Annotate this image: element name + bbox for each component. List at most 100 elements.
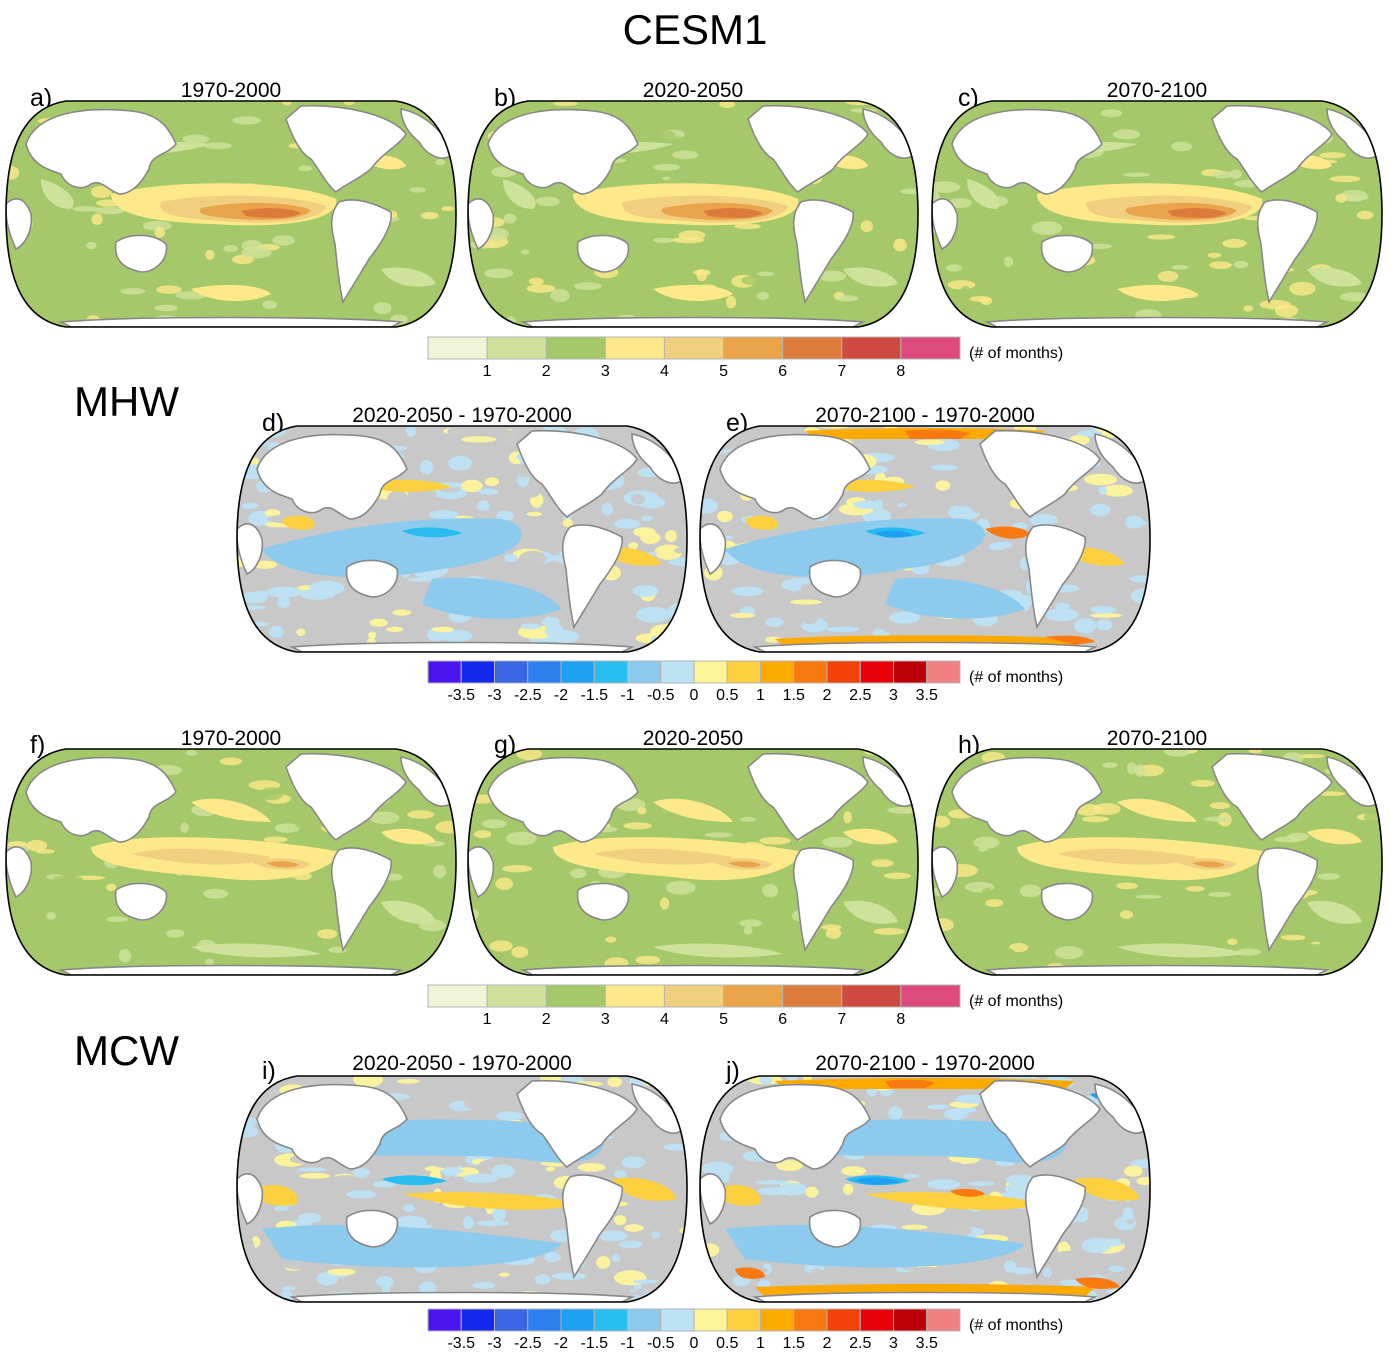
field-patch <box>880 1266 898 1278</box>
field-patch <box>1226 938 1238 945</box>
field-patch <box>428 1152 464 1169</box>
field-patch <box>496 510 515 521</box>
field-patch <box>241 502 259 510</box>
panel-title-d: 2020-2050 - 1970-2000 <box>352 404 572 427</box>
field-patch <box>397 300 418 306</box>
north-america-land <box>747 752 869 842</box>
field-patch <box>672 150 699 160</box>
field-patch <box>520 623 542 630</box>
field-patch <box>56 859 88 866</box>
panel-letter-c: c) <box>958 84 979 112</box>
field-patch <box>700 498 718 514</box>
field-patch <box>860 220 874 233</box>
field-contour <box>843 267 898 287</box>
colorbar-swatch <box>841 984 902 1008</box>
field-patch <box>1281 270 1312 284</box>
colorbar-tick-label: 1 <box>482 1011 492 1028</box>
field-patch <box>118 948 132 963</box>
field-patch <box>1012 1267 1034 1275</box>
field-patch <box>785 577 802 592</box>
field-patch <box>1209 802 1230 810</box>
field-patch <box>1073 618 1097 634</box>
field-patch <box>188 264 203 278</box>
colorbar-swatch <box>593 660 628 684</box>
colorbar-swatch <box>663 336 725 360</box>
field-patch <box>1054 1250 1081 1262</box>
field-patch <box>521 571 535 584</box>
field-patch <box>969 295 991 302</box>
colorbar-swatch <box>494 1308 529 1332</box>
field-patch <box>783 1262 800 1270</box>
field-patch <box>821 924 842 931</box>
africa-land <box>237 523 264 576</box>
field-patch <box>932 283 942 297</box>
field-patch <box>632 527 656 537</box>
figure-title: CESM1 <box>622 6 768 53</box>
field-contour <box>1307 900 1362 924</box>
field-patch <box>474 165 489 173</box>
colorbar-tick-label: 8 <box>896 1011 906 1028</box>
field-patch <box>490 1093 522 1103</box>
field-patch <box>372 1180 397 1188</box>
south-america-land <box>1256 199 1318 305</box>
field-patch <box>755 1180 789 1185</box>
field-patch <box>1333 810 1360 818</box>
map-outline <box>467 748 919 976</box>
field-patch <box>392 609 412 616</box>
colorbar-swatch <box>841 336 902 360</box>
field-patch <box>154 304 178 312</box>
field-patch <box>189 101 200 105</box>
field-patch <box>932 918 954 932</box>
map-panel-b <box>467 100 919 328</box>
field-patch <box>765 574 776 582</box>
field-patch <box>1209 261 1232 270</box>
field-contour <box>402 1192 582 1210</box>
field-patch <box>841 1166 866 1176</box>
field-patch <box>1212 922 1238 936</box>
field-patch <box>628 542 639 550</box>
field-patch <box>654 544 683 560</box>
field-patch <box>717 510 733 523</box>
colorbar-swatch <box>527 1308 562 1332</box>
field-patch <box>1243 305 1254 312</box>
field-patch <box>1044 426 1054 435</box>
field-contour <box>843 900 898 924</box>
map-outline <box>699 425 1151 653</box>
field-patch <box>1289 281 1316 296</box>
field-contour <box>967 179 1000 209</box>
field-patch <box>204 142 232 150</box>
field-patch <box>358 1274 372 1281</box>
field-contour <box>1307 828 1362 845</box>
antarctica-land <box>520 964 866 975</box>
colorbar-swatch <box>900 984 961 1008</box>
field-patch <box>736 143 763 157</box>
field-patch <box>960 222 982 230</box>
field-contour <box>381 828 436 845</box>
colorbar-swatch <box>893 660 928 684</box>
australia-land <box>114 882 168 921</box>
colorbar-tick-label: 4 <box>659 1011 669 1028</box>
colorbar-tick-label: 1.5 <box>782 1335 805 1352</box>
field-patch <box>778 1182 808 1196</box>
field-patch <box>734 223 761 230</box>
field-patch <box>1108 1265 1125 1273</box>
field-patch <box>1338 796 1347 809</box>
australia-land <box>1040 234 1094 273</box>
colorbar-tick-label: 1.5 <box>782 687 805 704</box>
field-patch <box>166 939 198 952</box>
field-patch <box>926 1161 963 1168</box>
field-patch <box>407 810 435 819</box>
field-patch <box>892 756 908 763</box>
field-patch <box>6 165 20 180</box>
colorbar-swatch <box>893 1308 928 1332</box>
field-patch <box>573 282 602 291</box>
map-outline <box>467 100 919 328</box>
field-patch <box>1200 933 1217 938</box>
field-patch <box>205 249 215 260</box>
panel-title-g: 2020-2050 <box>642 727 744 750</box>
colorbar-tick-label: 3.5 <box>915 687 938 704</box>
field-patch <box>1206 909 1237 924</box>
field-patch <box>1183 107 1212 112</box>
field-patch <box>166 929 185 938</box>
field-patch <box>250 1079 286 1085</box>
